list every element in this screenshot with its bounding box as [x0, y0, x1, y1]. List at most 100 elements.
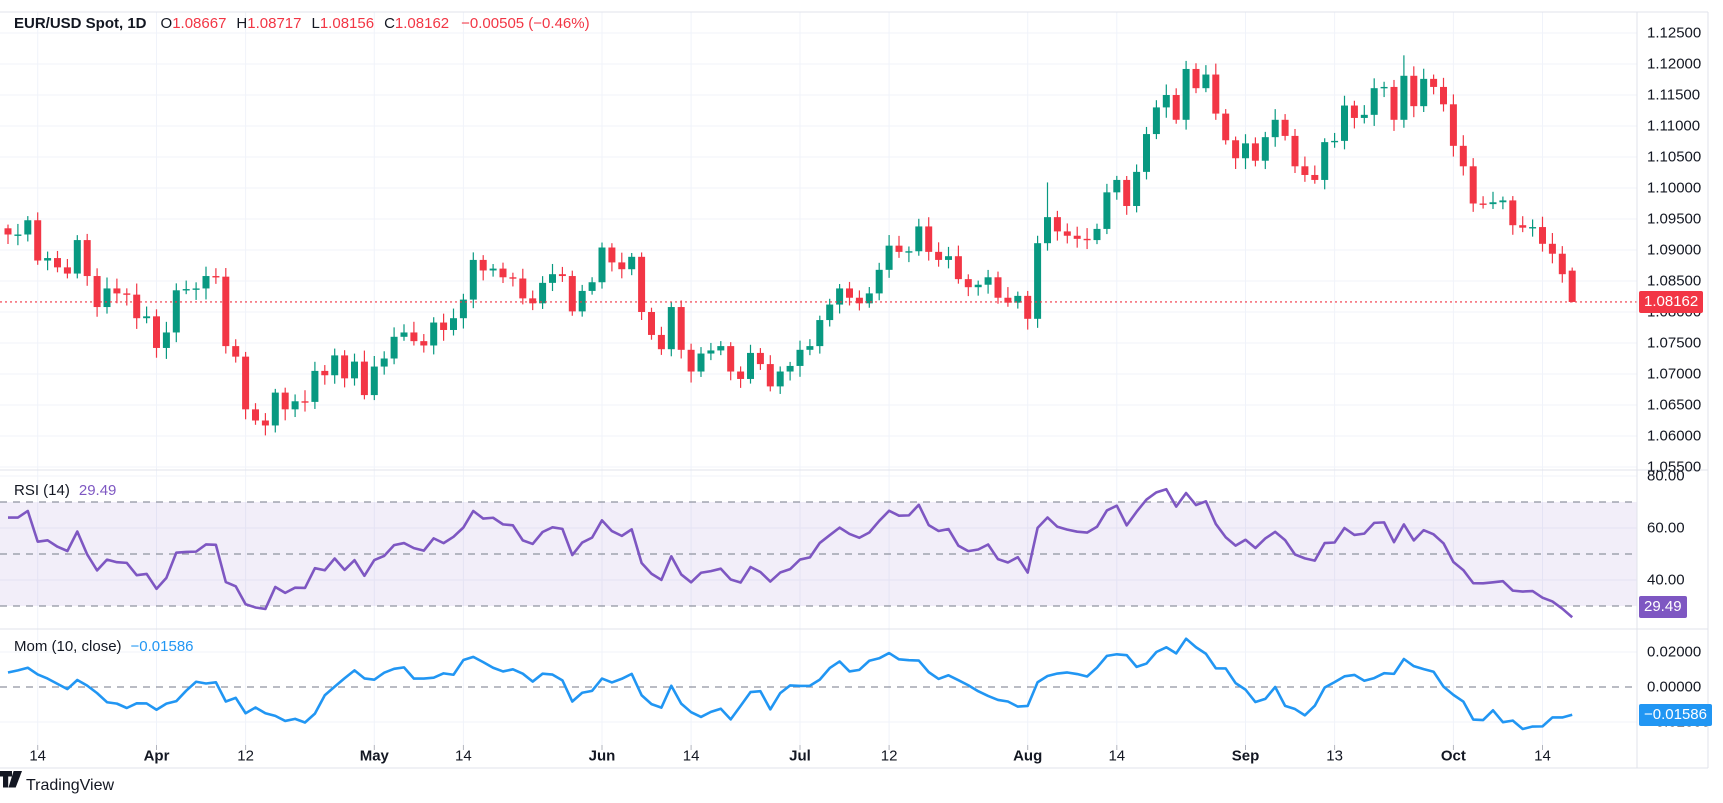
candle-body: [390, 336, 398, 359]
symbol-header: EUR/USD Spot, 1D O1.08667 H1.08717 L1.08156…: [14, 13, 590, 34]
candle-body: [865, 293, 873, 304]
candle-body: [826, 304, 834, 321]
candle-body: [360, 361, 368, 396]
pane-separators: [0, 11, 1709, 769]
candle-body: [252, 409, 259, 421]
candle-body: [1182, 68, 1190, 120]
rsi-axis-label: 80.00: [1647, 467, 1685, 485]
candle-body: [608, 247, 616, 263]
candle-body: [1499, 200, 1507, 203]
symbol-title[interactable]: EUR/USD Spot, 1D: [14, 15, 147, 32]
candle-body: [1509, 200, 1517, 226]
time-axis-label: 12: [237, 747, 254, 765]
rsi-axis-label: 60.00: [1647, 519, 1685, 537]
candle-body: [1430, 78, 1438, 87]
candle-body: [885, 245, 893, 270]
candle-body: [202, 276, 210, 289]
candle-body: [618, 262, 626, 270]
candle-body: [1489, 202, 1497, 205]
candle-body: [1370, 88, 1378, 115]
rsi-title[interactable]: RSI (14): [14, 482, 70, 499]
candle-body: [123, 293, 131, 295]
candle-body: [1242, 143, 1249, 159]
candle-body: [1341, 105, 1348, 141]
candlestick-series: [4, 55, 1576, 436]
candle-body: [1558, 253, 1566, 275]
price-axis-label: 1.09500: [1647, 210, 1702, 228]
candle-body: [301, 401, 309, 403]
candle-body: [242, 356, 250, 410]
candle-body: [598, 247, 606, 283]
candle-body: [717, 346, 725, 351]
candle-body: [1529, 227, 1537, 229]
candle-body: [182, 289, 190, 291]
candle-body: [24, 220, 32, 235]
candle-body: [628, 256, 636, 270]
candle-body: [1360, 114, 1368, 118]
candle-body: [54, 258, 61, 268]
candle-body: [1222, 113, 1230, 141]
candle-body: [1103, 192, 1111, 229]
candle-body: [984, 277, 992, 285]
candle-body: [1400, 75, 1408, 120]
candle-body: [1232, 140, 1240, 159]
candle-body: [519, 278, 527, 299]
candle-body: [1014, 295, 1022, 303]
candle-body: [1281, 119, 1289, 136]
time-axis-label: May: [359, 747, 389, 765]
candle-body: [558, 274, 566, 277]
price-axis-label: 1.12000: [1647, 55, 1702, 73]
time-axis-label: Jun: [588, 747, 616, 765]
candle-body: [766, 364, 774, 387]
candle-body: [1073, 235, 1081, 239]
candle-body: [133, 294, 141, 319]
candle-body: [341, 355, 349, 379]
price-axis-label: 1.08500: [1647, 272, 1702, 290]
candle-body: [351, 361, 358, 379]
mom-axis-label: 0.00000: [1647, 678, 1702, 696]
candle-body: [281, 392, 289, 410]
candle-body: [4, 228, 12, 235]
candle-body: [925, 226, 933, 252]
time-axis-label: 14: [1534, 747, 1551, 765]
candle-body: [153, 316, 160, 348]
candle-body: [1093, 228, 1101, 241]
candle-body: [1380, 86, 1388, 89]
candle-body: [192, 288, 200, 290]
candle-body: [786, 365, 794, 372]
time-axis-label: Jul: [789, 747, 811, 765]
candle-body: [63, 267, 71, 274]
ohlc-low: L1.08156: [311, 15, 375, 32]
time-axis-label: 14: [1108, 747, 1126, 765]
candle-body: [578, 290, 586, 312]
candle-body: [410, 332, 418, 342]
candle-body: [479, 259, 487, 271]
candle-body: [1202, 74, 1210, 89]
candle-body: [73, 240, 81, 274]
candle-body: [499, 268, 507, 278]
gridlines: [0, 12, 1637, 750]
candle-body: [806, 346, 814, 350]
time-axis-label: Apr: [143, 747, 170, 765]
brand-name[interactable]: TradingView: [26, 777, 115, 794]
candle-body: [667, 307, 675, 350]
price-axis-label: 1.11500: [1647, 86, 1701, 104]
mom-title[interactable]: Mom (10, close): [14, 638, 122, 655]
rsi-line: [8, 487, 1574, 619]
candle-body: [34, 220, 42, 261]
candle-body: [1568, 270, 1576, 302]
candle-body: [1162, 95, 1170, 108]
candle-body: [1192, 68, 1200, 89]
rsi-header: RSI (14) 29.49: [14, 481, 116, 501]
time-axis-label: 14: [455, 747, 472, 765]
candle-body: [1212, 74, 1220, 114]
candle-body: [1053, 217, 1061, 232]
price-axis-label: 1.11000: [1647, 117, 1701, 135]
candle-body: [1539, 227, 1546, 244]
candle-body: [440, 322, 448, 330]
ohlc-high: H1.08717: [236, 15, 302, 32]
candle-body: [103, 288, 111, 308]
time-axis-label: Aug: [1013, 747, 1043, 765]
candle-body: [638, 256, 646, 312]
